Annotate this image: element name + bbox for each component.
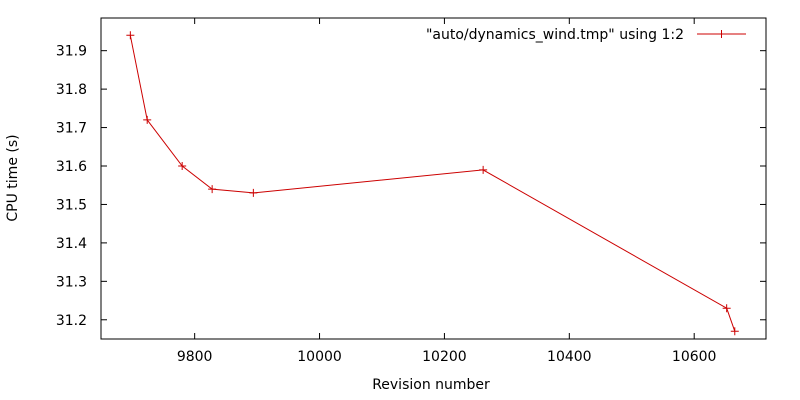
data-point-marker bbox=[178, 162, 187, 171]
legend-marker bbox=[717, 30, 726, 38]
y-tick-label: 31.9 bbox=[56, 44, 87, 60]
series-line bbox=[129, 35, 736, 332]
series-layer bbox=[126, 31, 739, 336]
y-tick-label: 31.4 bbox=[56, 236, 87, 252]
legend-label: "auto/dynamics_wind.tmp" using 1:2 bbox=[426, 27, 684, 43]
y-tick-label: 31.2 bbox=[56, 313, 87, 329]
y-axis-label: CPU time (s) bbox=[5, 134, 21, 221]
plot-frame bbox=[100, 17, 767, 340]
y-tick-label: 31.5 bbox=[56, 197, 87, 213]
data-point-marker bbox=[730, 327, 739, 336]
data-point-marker bbox=[143, 115, 152, 124]
x-tick-label: 10200 bbox=[422, 349, 467, 365]
y-tick-label: 31.8 bbox=[56, 82, 87, 98]
data-point-marker bbox=[249, 188, 258, 197]
y-tick-label: 31.6 bbox=[56, 159, 87, 175]
x-axis-label: Revision number bbox=[372, 377, 490, 393]
x-tick-label: 10000 bbox=[297, 349, 342, 365]
data-point-marker bbox=[479, 165, 488, 174]
legend: "auto/dynamics_wind.tmp" using 1:2 bbox=[426, 27, 746, 43]
x-tick-label: 10400 bbox=[547, 349, 592, 365]
x-tick-label: 9800 bbox=[177, 349, 213, 365]
data-point-marker bbox=[208, 185, 217, 194]
x-tick-label: 10600 bbox=[672, 349, 717, 365]
y-tick-label: 31.3 bbox=[56, 274, 87, 290]
data-point-marker bbox=[126, 31, 135, 40]
y-tick-label: 31.7 bbox=[56, 121, 87, 137]
axis-ticks: 9800 10000 10200 10400 10600 31.2 31.3 31.4 31.5… bbox=[56, 18, 766, 365]
data-point-marker bbox=[722, 304, 731, 313]
